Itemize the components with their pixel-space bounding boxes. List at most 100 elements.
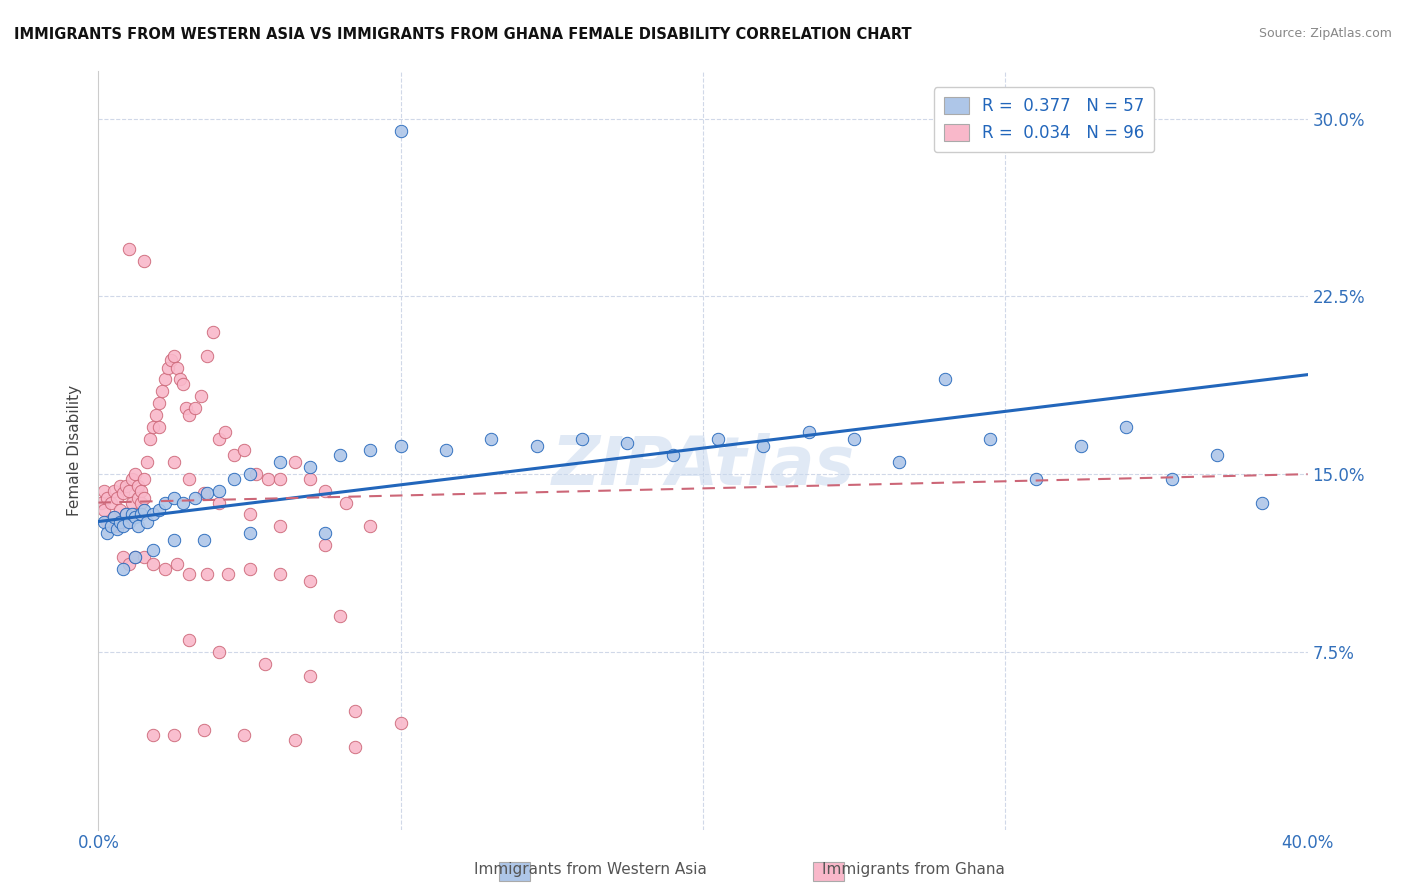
Point <box>179 408 201 422</box>
Point <box>217 566 239 581</box>
Point <box>299 668 322 682</box>
Point <box>269 455 291 469</box>
Point <box>96 515 118 529</box>
Point <box>335 495 357 509</box>
Point <box>108 479 131 493</box>
Legend: R =  0.377   N = 57, R =  0.034   N = 96: R = 0.377 N = 57, R = 0.034 N = 96 <box>934 87 1154 152</box>
Point <box>166 360 188 375</box>
Point <box>142 557 165 572</box>
Point <box>135 455 157 469</box>
Point <box>1160 472 1182 486</box>
Point <box>314 483 336 498</box>
Point <box>172 377 194 392</box>
Point <box>118 557 141 572</box>
Point <box>434 443 457 458</box>
Point <box>184 491 207 505</box>
Point <box>193 723 215 737</box>
Point <box>108 502 131 516</box>
Point <box>208 432 231 446</box>
Point <box>190 389 212 403</box>
Point <box>172 495 194 509</box>
Point <box>245 467 267 482</box>
Point <box>389 439 412 453</box>
Point <box>269 519 291 533</box>
Point <box>269 566 291 581</box>
Point <box>329 609 352 624</box>
Point <box>148 396 170 410</box>
Point <box>111 486 134 500</box>
Point <box>344 704 367 718</box>
Point <box>111 519 134 533</box>
Point <box>179 472 201 486</box>
Point <box>150 384 173 399</box>
Point <box>163 349 186 363</box>
Point <box>105 522 128 536</box>
Point <box>121 472 143 486</box>
Point <box>193 486 215 500</box>
Point <box>153 495 176 509</box>
Point <box>224 472 246 486</box>
Point <box>284 455 307 469</box>
Point <box>889 455 911 469</box>
Point <box>100 495 122 509</box>
Point <box>90 495 112 509</box>
Point <box>127 519 149 533</box>
Point <box>163 491 186 505</box>
Point <box>224 448 246 462</box>
Point <box>208 483 231 498</box>
Point <box>314 538 336 552</box>
Point <box>132 491 155 505</box>
Point <box>389 123 412 137</box>
Point <box>239 526 262 541</box>
Point <box>195 349 218 363</box>
Point <box>202 325 225 339</box>
Point <box>114 508 136 522</box>
Point <box>269 472 291 486</box>
Text: Immigrants from Ghana: Immigrants from Ghana <box>823 863 1005 877</box>
Point <box>142 508 165 522</box>
Point <box>163 728 186 742</box>
Point <box>208 495 231 509</box>
Point <box>163 455 186 469</box>
Point <box>96 491 118 505</box>
Point <box>129 483 152 498</box>
Point <box>132 502 155 516</box>
Point <box>156 360 179 375</box>
Point <box>179 566 201 581</box>
Point <box>103 509 125 524</box>
Point <box>118 483 141 498</box>
Point <box>118 515 141 529</box>
Point <box>208 645 231 659</box>
Point <box>118 515 141 529</box>
Point <box>195 566 218 581</box>
Point <box>160 353 183 368</box>
Point <box>1070 439 1092 453</box>
Point <box>121 495 143 509</box>
Point <box>979 432 1001 446</box>
Point <box>214 425 236 439</box>
Text: Immigrants from Western Asia: Immigrants from Western Asia <box>474 863 707 877</box>
Point <box>105 491 128 505</box>
Point <box>239 508 262 522</box>
Point <box>132 472 155 486</box>
Point <box>114 508 136 522</box>
Point <box>232 728 254 742</box>
Point <box>299 460 322 475</box>
Point <box>1206 448 1229 462</box>
Point <box>129 508 152 522</box>
Text: ZIPAtlas: ZIPAtlas <box>551 433 855 499</box>
Point <box>96 526 118 541</box>
Point <box>344 739 367 754</box>
Point <box>100 519 122 533</box>
Point <box>239 562 262 576</box>
Point <box>132 550 155 565</box>
Point <box>153 372 176 386</box>
Point <box>844 432 866 446</box>
Point <box>153 562 176 576</box>
Point <box>284 732 307 747</box>
Point <box>253 657 276 671</box>
Text: Source: ZipAtlas.com: Source: ZipAtlas.com <box>1258 27 1392 40</box>
Point <box>124 508 146 522</box>
Point <box>299 574 322 588</box>
Text: IMMIGRANTS FROM WESTERN ASIA VS IMMIGRANTS FROM GHANA FEMALE DISABILITY CORRELAT: IMMIGRANTS FROM WESTERN ASIA VS IMMIGRAN… <box>14 27 911 42</box>
